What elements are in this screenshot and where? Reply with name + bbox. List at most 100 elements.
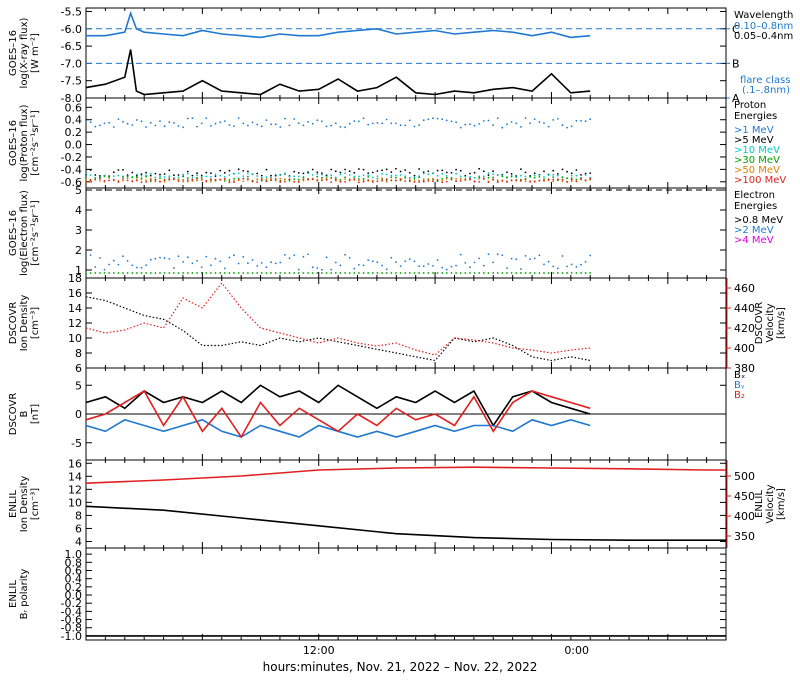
- data-point: [515, 258, 518, 261]
- data-point: [344, 272, 346, 274]
- data-point: [140, 120, 143, 123]
- data-point: [543, 263, 545, 266]
- data-point: [478, 123, 481, 125]
- data-point: [200, 272, 203, 274]
- data-point: [418, 168, 420, 170]
- data-point: [186, 179, 189, 182]
- data-point: [459, 272, 462, 274]
- data-point: [136, 173, 138, 176]
- data-point: [404, 272, 407, 274]
- data-point: [274, 178, 277, 180]
- data-point: [112, 171, 115, 174]
- data-point: [288, 179, 291, 182]
- data-point: [353, 267, 356, 270]
- data-point: [260, 262, 263, 264]
- data-point: [205, 255, 208, 258]
- data-point: [122, 121, 124, 123]
- data-point: [293, 178, 296, 181]
- data-point: [112, 259, 115, 262]
- data-point: [237, 262, 240, 265]
- data-point: [330, 168, 333, 171]
- data-point: [376, 122, 379, 124]
- data-point: [367, 272, 370, 274]
- data-point: [154, 257, 157, 260]
- data-point: [145, 126, 148, 128]
- data-point: [85, 122, 87, 124]
- data-point: [293, 181, 296, 183]
- data-point: [487, 176, 490, 179]
- data-point: [445, 268, 448, 271]
- data-point: [487, 253, 490, 256]
- data-point: [108, 177, 110, 180]
- data-point: [186, 170, 189, 173]
- data-point: [445, 272, 448, 274]
- data-point: [334, 122, 337, 125]
- data-point: [85, 179, 87, 182]
- data-point: [464, 123, 467, 126]
- data-point: [371, 171, 374, 174]
- data-point: [159, 272, 161, 274]
- data-point: [325, 272, 328, 274]
- data-point: [492, 176, 494, 179]
- y-tick-label: 14: [68, 470, 82, 483]
- data-point: [524, 171, 527, 174]
- data-point: [159, 173, 161, 176]
- data-point: [413, 176, 416, 179]
- data-point: [297, 122, 300, 124]
- data-point: [570, 272, 573, 274]
- data-point: [478, 167, 481, 170]
- data-point: [293, 254, 296, 256]
- data-point: [200, 178, 203, 181]
- data-point: [566, 181, 568, 183]
- data-point: [353, 272, 356, 274]
- data-point: [529, 258, 531, 260]
- data-point: [136, 266, 138, 269]
- data-point: [163, 173, 166, 175]
- data-point: [524, 178, 527, 180]
- data-point: [279, 126, 282, 128]
- data-point: [173, 267, 175, 269]
- data-point: [543, 122, 545, 124]
- y-right-tick-label: 380: [734, 362, 755, 375]
- data-point: [482, 170, 485, 173]
- data-point: [117, 181, 120, 183]
- data-point: [210, 180, 212, 183]
- data-point: [418, 124, 420, 126]
- data-point: [210, 272, 212, 274]
- data-point: [145, 171, 148, 174]
- data-point: [223, 120, 226, 122]
- y-axis-label: log(Proton flux): [19, 104, 30, 181]
- data-point: [284, 178, 286, 181]
- y-right-tick-label: 400: [734, 510, 755, 523]
- data-point: [510, 272, 513, 274]
- data-point: [247, 177, 249, 180]
- data-point: [520, 174, 522, 177]
- data-point: [302, 176, 305, 179]
- flare-class-label: C: [732, 23, 740, 36]
- data-point: [219, 174, 222, 177]
- data-point: [173, 174, 175, 177]
- data-point: [223, 180, 226, 182]
- data-point: [274, 272, 277, 274]
- data-point: [432, 177, 434, 180]
- data-point: [445, 119, 448, 122]
- data-point: [274, 179, 277, 182]
- data-point: [469, 272, 471, 274]
- data-point: [496, 253, 499, 256]
- data-point: [344, 176, 346, 179]
- data-point: [362, 264, 365, 267]
- data-point: [219, 169, 222, 172]
- y-tick-label: 2: [75, 244, 82, 257]
- data-point: [584, 179, 587, 181]
- data-point: [117, 263, 120, 266]
- data-point: [191, 262, 194, 265]
- data-point: [358, 181, 360, 184]
- data-point: [191, 180, 194, 183]
- data-point: [182, 175, 185, 178]
- y-right-tick-label: 350: [734, 530, 755, 543]
- panel-frame: [85, 97, 727, 189]
- data-point: [279, 179, 282, 182]
- data-point: [496, 181, 499, 184]
- data-point: [112, 272, 115, 274]
- data-point: [520, 268, 522, 270]
